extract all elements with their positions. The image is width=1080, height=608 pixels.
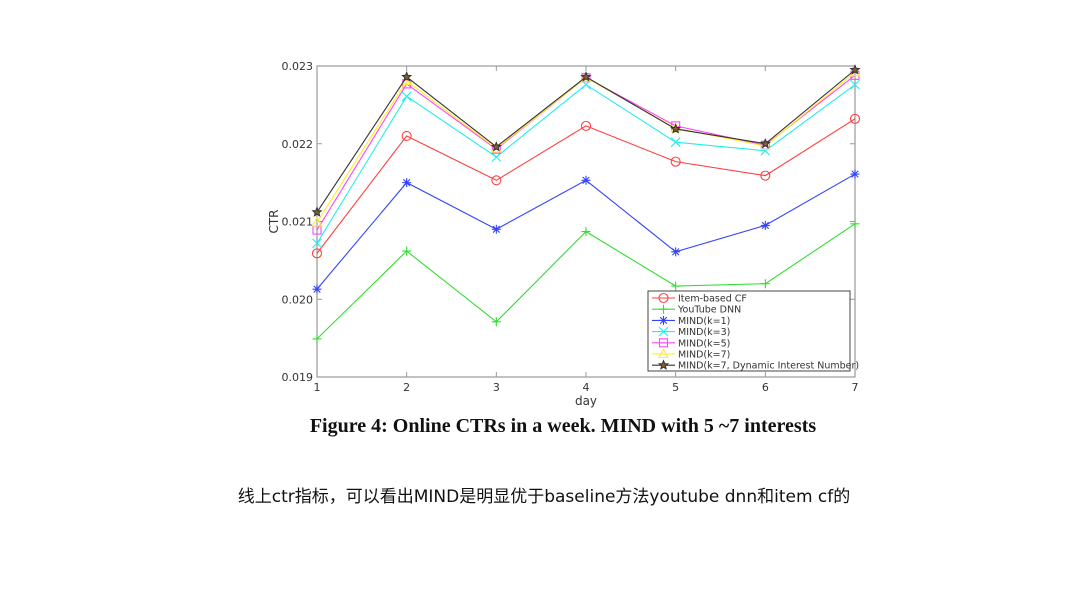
marker-star (580, 71, 592, 82)
marker-asterisk (491, 224, 501, 234)
legend-item: MIND(k=7) (652, 348, 730, 361)
series-mind-k-1- (312, 169, 860, 294)
marker-plus (402, 246, 412, 256)
legend-item: Item-based CF (652, 292, 747, 305)
marker-star (490, 141, 502, 152)
y-tick-label: 0.020 (282, 293, 314, 306)
marker-asterisk (581, 175, 591, 185)
y-tick-label: 0.019 (282, 371, 314, 384)
legend-label: YouTube DNN (677, 305, 741, 316)
y-tick-label: 0.023 (282, 60, 314, 73)
marker-asterisk (402, 178, 412, 188)
legend-item: MIND(k=5) (652, 338, 730, 349)
y-axis-label: CTR (267, 209, 281, 233)
x-axis-label: day (575, 394, 597, 408)
legend-item: MIND(k=3) (652, 326, 730, 338)
x-tick-label: 5 (672, 381, 679, 394)
x-tick-label: 4 (583, 381, 590, 394)
marker-circle (849, 113, 861, 124)
marker-plus (760, 279, 770, 289)
legend-label: MIND(k=3) (678, 327, 730, 338)
marker-square (658, 338, 669, 348)
legend-item: YouTube DNN (652, 304, 741, 316)
marker-asterisk (850, 169, 860, 179)
marker-circle (670, 156, 681, 167)
marker-plus (671, 281, 681, 291)
legend-label: MIND(k=7, Dynamic Interest Number) (678, 361, 859, 372)
marker-x (670, 137, 681, 148)
marker-circle (401, 130, 412, 142)
marker-triangle (311, 216, 323, 227)
marker-plus (850, 219, 860, 229)
x-tick-label: 1 (314, 381, 321, 394)
marker-asterisk (312, 284, 322, 294)
marker-x (658, 326, 669, 337)
marker-star (311, 206, 323, 217)
marker-x (401, 91, 412, 102)
legend-label: MIND(k=1) (678, 316, 730, 327)
marker-plus (659, 304, 668, 314)
series-item-based-cf (311, 113, 861, 259)
marker-asterisk (671, 247, 681, 257)
marker-x (491, 152, 502, 162)
y-tick-label: 0.021 (282, 216, 314, 229)
marker-x (312, 238, 322, 249)
line-chart: 1 2 3 4 5 6 7 0.019 0.020 0.021 0.022 0.023 day CTR It… (267, 60, 861, 408)
marker-plus (491, 317, 501, 327)
legend-label: Item-based CF (678, 294, 747, 305)
legend-item: MIND(k=1) (652, 316, 730, 327)
marker-triangle (658, 348, 669, 359)
legend-label: MIND(k=5) (678, 338, 730, 349)
x-tick-label: 6 (762, 381, 769, 394)
series-line (316, 118, 856, 254)
x-tick-label: 3 (493, 381, 500, 394)
marker-circle (658, 292, 669, 304)
legend-box (647, 290, 851, 372)
marker-circle (311, 248, 323, 259)
y-tick-label: 0.022 (282, 138, 314, 151)
marker-star (401, 71, 413, 82)
marker-plus (581, 227, 591, 237)
marker-circle (580, 120, 592, 131)
series-youtube-dnn (312, 219, 860, 344)
figure-caption: Figure 4: Online CTRs in a week. MIND wi… (309, 415, 817, 437)
legend-label: MIND(k=7) (678, 350, 730, 361)
x-tick-label: 7 (852, 381, 859, 394)
marker-star (759, 137, 771, 149)
marker-asterisk (760, 220, 770, 230)
x-tick-label: 2 (403, 381, 410, 394)
marker-circle (760, 170, 771, 181)
marker-star (670, 123, 682, 134)
slide-note: 线上ctr指标，可以看出MIND是明显优于baseline方法youtube d… (237, 487, 851, 507)
marker-star (657, 359, 670, 370)
series-mind-k-7-dynamic-interest-number- (311, 64, 861, 217)
marker-circle (491, 175, 502, 186)
marker-asterisk (659, 315, 668, 325)
marker-plus (312, 334, 322, 344)
marker-x (850, 79, 860, 90)
legend-item: MIND(k=7, Dynamic Interest Number) (652, 359, 859, 372)
marker-star (849, 64, 861, 75)
